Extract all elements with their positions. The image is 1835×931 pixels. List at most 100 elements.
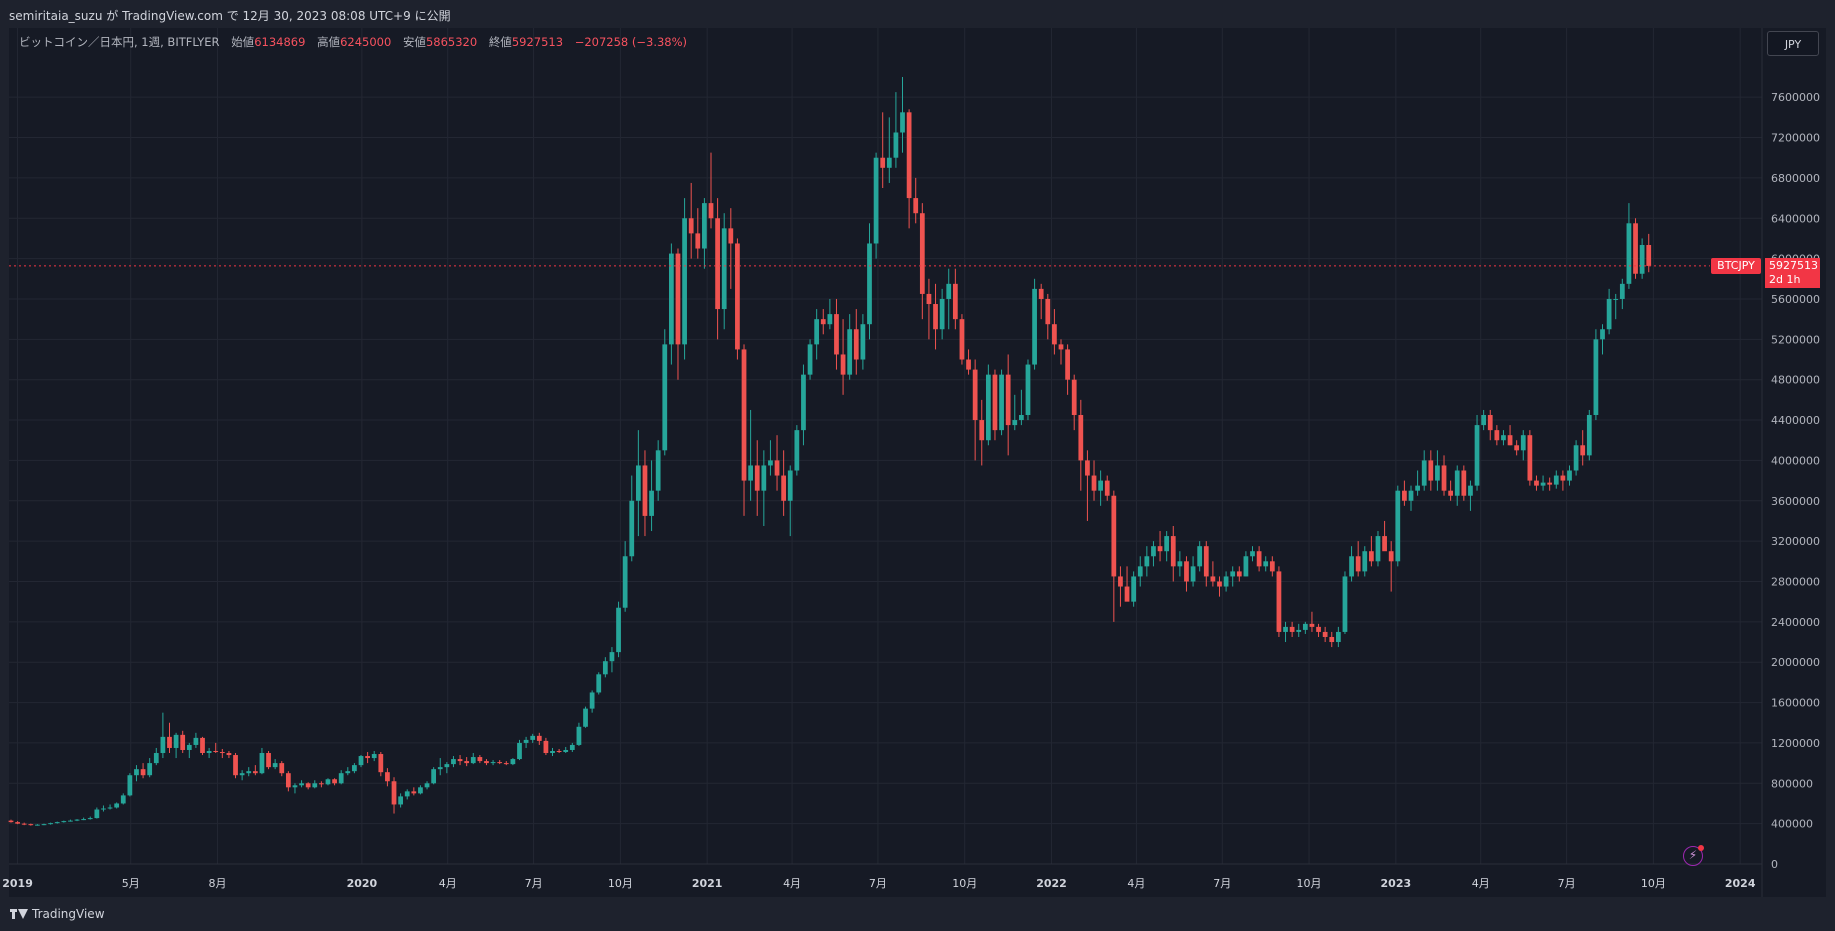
candle <box>860 314 866 370</box>
candle <box>68 819 73 822</box>
candle <box>1019 389 1024 426</box>
candle <box>1025 359 1031 421</box>
candle-body <box>669 253 674 345</box>
candle <box>807 339 813 380</box>
candle <box>939 288 945 340</box>
candle <box>114 802 120 809</box>
price-tick-label: 6800000 <box>1771 172 1820 185</box>
candle <box>272 759 278 770</box>
candle <box>358 755 364 768</box>
candle-body <box>1474 425 1480 486</box>
candle <box>1395 485 1401 567</box>
currency-button[interactable]: JPY <box>1767 31 1819 56</box>
candle-body <box>292 785 298 788</box>
candle-body <box>1005 374 1011 426</box>
candle-body <box>21 823 27 825</box>
candle <box>589 690 595 713</box>
candle-body <box>787 470 793 501</box>
candle <box>609 647 615 673</box>
candle <box>219 748 225 759</box>
candle-body <box>1025 364 1031 416</box>
candle-body <box>1058 344 1064 350</box>
candle <box>583 706 588 728</box>
candle-body <box>338 773 344 784</box>
candle <box>160 712 166 759</box>
candle <box>1296 623 1302 637</box>
candle-body <box>1415 485 1420 491</box>
candle <box>1309 611 1315 632</box>
candle-body <box>233 755 238 776</box>
candle <box>715 198 720 340</box>
candle-body <box>325 779 331 785</box>
candle-body <box>1461 470 1467 496</box>
candle-body <box>1276 571 1282 632</box>
lightning-icon[interactable]: ⚡ <box>1683 845 1704 866</box>
price-axis: 0 400000 800000 1200000 1600000 2000000 240000… <box>1761 28 1826 897</box>
candle <box>28 823 34 826</box>
candle <box>1269 556 1275 577</box>
candle-body <box>81 819 87 821</box>
candle <box>517 739 522 761</box>
candle <box>193 732 199 748</box>
candle-body <box>319 783 324 785</box>
candle-body <box>1626 223 1632 284</box>
candle-body <box>886 157 892 168</box>
candle-body <box>979 420 985 441</box>
candle-body <box>728 228 734 244</box>
candle-body <box>1514 445 1520 451</box>
candle <box>1078 399 1084 491</box>
legend-close-label: 終値 <box>488 35 512 49</box>
candle-body <box>1170 536 1176 567</box>
candle <box>352 763 357 774</box>
time-tick-label: 7月 <box>525 877 543 890</box>
candle <box>820 309 826 335</box>
candle-body <box>1164 536 1170 552</box>
candle-body <box>1329 636 1335 643</box>
candle-body <box>1065 349 1070 380</box>
candle <box>15 821 20 825</box>
candle-body <box>477 757 483 762</box>
candle-body <box>748 465 753 481</box>
chart-grid <box>9 28 1762 864</box>
candle <box>325 778 331 786</box>
tradingview-logo[interactable]: TradingView <box>10 907 105 921</box>
candle-body <box>404 791 410 797</box>
candle <box>180 730 186 754</box>
candle-body <box>847 329 853 375</box>
candle <box>1151 541 1156 567</box>
candle-body <box>490 762 496 764</box>
time-tick-label: 2019 <box>2 877 33 890</box>
candle-body <box>946 283 952 299</box>
candle-body <box>900 112 905 133</box>
candle-body <box>1184 561 1189 582</box>
price-tick-label: 4800000 <box>1771 374 1820 387</box>
candle <box>1111 490 1117 622</box>
candle-body <box>1223 576 1229 587</box>
candle <box>576 722 582 746</box>
candle <box>378 752 384 777</box>
candle-body <box>583 708 588 727</box>
candle-body <box>550 750 555 754</box>
legend-high-value: 6245000 <box>340 35 392 49</box>
candle-body <box>741 349 747 481</box>
candle <box>1217 576 1222 597</box>
time-tick-label: 2024 <box>1725 877 1756 890</box>
candle-body <box>1421 460 1427 486</box>
candle-body <box>1316 626 1321 632</box>
candle-body <box>576 726 582 745</box>
symbol-price-tag: BTCJPY <box>1711 257 1761 274</box>
candle <box>1421 450 1427 491</box>
candle <box>371 750 377 762</box>
candle-body <box>252 771 258 774</box>
candle <box>1058 339 1064 365</box>
candle <box>695 208 701 259</box>
candle <box>134 765 139 782</box>
time-tick-label: 7月 <box>1213 877 1231 890</box>
chart-pane[interactable] <box>9 28 1826 897</box>
price-tick-label: 4000000 <box>1771 454 1820 467</box>
candle-body <box>556 750 562 753</box>
candle-body <box>101 808 106 810</box>
candle <box>1428 450 1434 491</box>
candle <box>61 820 67 823</box>
